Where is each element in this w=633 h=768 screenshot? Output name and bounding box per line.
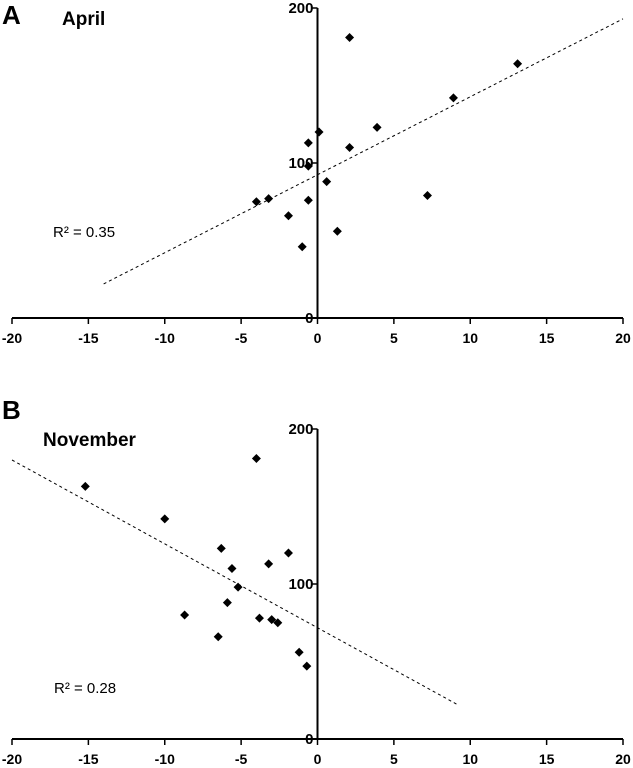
x-tick-label: -15 <box>78 751 98 767</box>
data-point <box>222 598 232 608</box>
panel-letter: A <box>2 0 21 30</box>
data-point <box>233 582 243 592</box>
x-tick-label: 15 <box>539 751 555 767</box>
x-tick-label: -20 <box>2 330 22 346</box>
data-point <box>303 138 313 148</box>
data-point <box>251 453 261 463</box>
y-tick-label: 0 <box>305 731 313 748</box>
data-point <box>80 481 90 491</box>
x-tick-label: 0 <box>314 751 322 767</box>
x-tick-label: -15 <box>78 330 98 346</box>
data-point <box>345 32 355 42</box>
data-point <box>264 194 274 204</box>
chart-title: April <box>62 9 105 30</box>
r-squared-label: R² = 0.28 <box>54 680 116 697</box>
x-tick-label: 20 <box>615 751 631 767</box>
data-point <box>303 161 313 171</box>
x-tick-label: 5 <box>390 330 398 346</box>
x-tick-label: -10 <box>155 330 175 346</box>
data-point <box>216 543 226 553</box>
data-point <box>251 197 261 207</box>
data-point <box>422 191 432 201</box>
data-point <box>294 647 304 657</box>
data-point <box>314 127 324 137</box>
chart-title: November <box>43 430 137 451</box>
data-point <box>303 195 313 205</box>
panel-letter: B <box>2 395 21 425</box>
y-tick-label: 200 <box>288 0 313 17</box>
data-point <box>283 548 293 558</box>
x-tick-label: -5 <box>235 751 248 767</box>
data-point <box>267 615 277 625</box>
trendline <box>103 18 624 285</box>
x-tick-label: 10 <box>462 751 478 767</box>
data-point <box>372 122 382 132</box>
x-tick-label: 5 <box>390 751 398 767</box>
x-tick-label: -5 <box>235 330 248 346</box>
data-point <box>160 514 170 524</box>
data-point <box>448 93 458 103</box>
x-tick-label: -10 <box>155 751 175 767</box>
data-point <box>322 177 332 187</box>
data-point <box>302 661 312 671</box>
y-tick-label: 100 <box>288 576 313 593</box>
trendline <box>11 459 459 706</box>
data-point <box>297 242 307 252</box>
data-point <box>513 59 523 69</box>
y-tick-label: 0 <box>305 310 313 327</box>
data-point <box>180 610 190 620</box>
data-point <box>213 632 223 642</box>
x-tick-label: -20 <box>2 751 22 767</box>
data-point <box>283 211 293 221</box>
data-point <box>227 564 237 573</box>
y-tick-label: 200 <box>288 421 313 438</box>
r-squared-label: R² = 0.35 <box>53 224 115 241</box>
x-tick-label: 10 <box>462 330 478 346</box>
data-point <box>345 143 355 152</box>
data-point <box>264 559 274 569</box>
x-tick-label: 15 <box>539 330 555 346</box>
data-point <box>273 618 283 628</box>
x-tick-label: 20 <box>615 330 631 346</box>
data-point <box>332 226 342 236</box>
x-tick-label: 0 <box>314 330 322 346</box>
data-point <box>254 613 264 623</box>
